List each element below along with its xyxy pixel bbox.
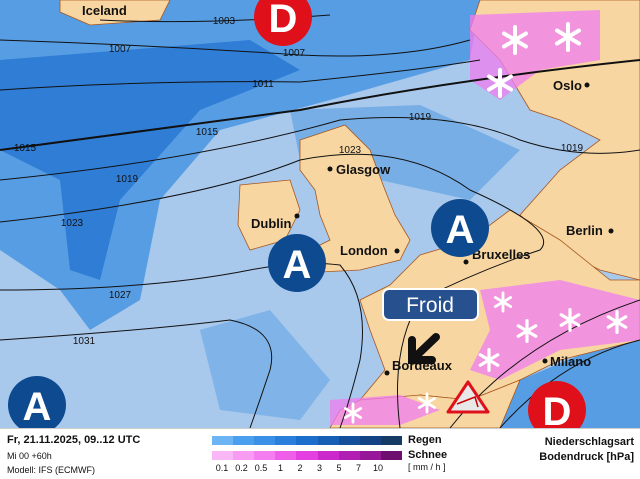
city-label-milano: Milano (550, 354, 591, 369)
snow-color-swatch (317, 451, 339, 460)
arrow-down-left-icon (408, 333, 440, 364)
city-label-glasgow: Glasgow (336, 162, 391, 177)
rain-label: Regen (408, 434, 442, 446)
high-pressure-center: A (431, 199, 489, 257)
city-label-bruxelles: Bruxelles (472, 247, 531, 262)
forecast-run: Mi 00 +60h (7, 451, 52, 461)
isobar-label: 1019 (409, 112, 432, 123)
cities: Iceland Oslo Glasgow Dublin London Bruxe… (82, 3, 614, 376)
snow-color-swatch (359, 451, 381, 460)
isobar-label: 1031 (73, 336, 96, 347)
rain-color-swatch (317, 436, 339, 445)
snowflake-icons (343, 22, 628, 424)
high-pressure-center: A (268, 234, 326, 292)
snowflake-icon (502, 25, 528, 55)
scale-tick: 5 (336, 463, 342, 473)
isobar-label: 1027 (109, 290, 132, 301)
snowflake-icon (487, 68, 513, 98)
isobar-label: 1007 (283, 48, 306, 59)
low-pressure-center: D (528, 381, 586, 428)
scale-tick: 10 (372, 463, 384, 473)
isobar-labels: 1003 1007 1007 1011 1015 1015 1019 1019 … (14, 16, 584, 347)
isobar-label: 1003 (213, 16, 236, 27)
scale-tick: 0.2 (235, 463, 248, 473)
city-label-bordeaux: Bordeaux (392, 358, 453, 373)
snowflake-icon (606, 309, 628, 335)
snowflake-icon (516, 318, 538, 344)
svg-text:A: A (446, 208, 475, 252)
rain-color-scale (212, 436, 402, 445)
wind-warning-icon (446, 380, 490, 414)
legend: Fr, 21.11.2025, 09..12 UTC Mi 00 +60h Mo… (0, 428, 640, 479)
forecast-date: Fr, 21.11.2025, 09..12 UTC (7, 434, 141, 446)
city-label-dublin: Dublin (251, 216, 291, 231)
snow-color-scale (212, 451, 402, 460)
snowflake-icon (343, 402, 363, 424)
isobar-label: 1019 (116, 174, 139, 185)
scale-tick: 0.1 (215, 463, 229, 473)
scale-tick: 2 (297, 463, 303, 473)
rain-color-swatch (254, 436, 276, 445)
snow-color-swatch (296, 451, 318, 460)
snow-color-swatch (275, 451, 297, 460)
isobar-label: 1023 (339, 145, 362, 156)
weather-map: 1003 1007 1007 1011 1015 1015 1019 1019 … (0, 0, 640, 428)
city-label-london: London (340, 243, 388, 258)
snow-color-swatch (212, 451, 234, 460)
model-name: Modell: IFS (ECMWF) (7, 465, 96, 475)
scale-tick: 0.5 (254, 463, 268, 473)
rain-color-swatch (233, 436, 255, 445)
rain-color-swatch (359, 436, 381, 445)
scale-tick: 1 (277, 463, 284, 473)
isobar-label: 1023 (61, 218, 84, 229)
unit-label: [ mm / h ] (408, 462, 446, 472)
snowflake-icon (555, 22, 581, 52)
froid-label: Froid (382, 288, 479, 321)
svg-text:A: A (23, 385, 52, 428)
snowflake-icon (493, 291, 513, 313)
snowflake-icon (417, 392, 437, 414)
snowflake-icon (559, 307, 581, 333)
snow-color-swatch (254, 451, 276, 460)
high-pressure-center: A (8, 376, 66, 428)
low-pressure-center: D (254, 0, 312, 46)
isobar-label: 1011 (252, 79, 274, 90)
rain-color-swatch (212, 436, 234, 445)
scale-tick: 3 (316, 463, 323, 473)
isobar-label: 1015 (196, 127, 219, 138)
isobar-label: 1019 (561, 143, 584, 154)
precip-type-label: Niederschlagsart (544, 436, 634, 448)
snow-color-swatch (380, 451, 402, 460)
city-label-iceland: Iceland (82, 3, 127, 18)
city-label-oslo: Oslo (553, 78, 582, 93)
svg-text:A: A (283, 243, 312, 287)
svg-text:D: D (269, 0, 298, 41)
isobar-label: 1007 (109, 44, 132, 55)
city-label-berlin: Berlin (566, 223, 603, 238)
snow-color-swatch (233, 451, 255, 460)
rain-color-swatch (275, 436, 297, 445)
snowflake-icon (478, 347, 500, 373)
pressure-label: Bodendruck [hPa] (539, 451, 634, 463)
snow-color-swatch (338, 451, 360, 460)
svg-text:D: D (543, 390, 572, 428)
isobar-label: 1015 (14, 143, 37, 154)
rain-color-swatch (296, 436, 318, 445)
snow-label: Schnee (408, 449, 448, 461)
isobars (0, 14, 640, 428)
rain-color-swatch (338, 436, 360, 445)
rain-core (0, 40, 300, 280)
svg-text:Froid: Froid (406, 294, 454, 317)
scale-tick: 7 (355, 463, 362, 473)
rain-color-swatch (380, 436, 402, 445)
